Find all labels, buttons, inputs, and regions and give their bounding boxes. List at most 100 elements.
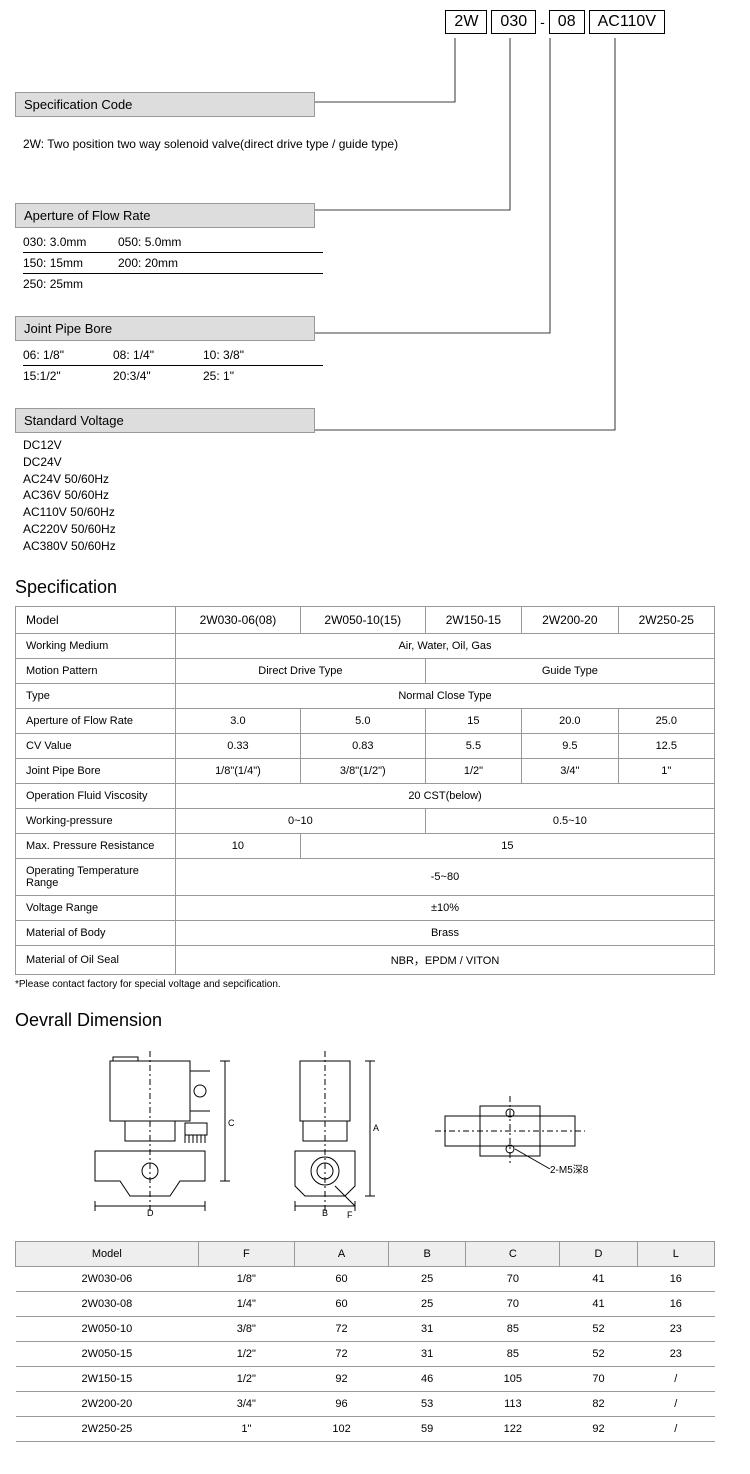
spec-row-label: Operating Temperature Range: [16, 858, 176, 895]
spec-row-label: Material of Body: [16, 920, 176, 945]
spec-cell: Normal Close Type: [176, 683, 715, 708]
dim-cell: 25: [389, 1266, 466, 1291]
dim-header-cell: Model: [16, 1241, 199, 1266]
dim-cell: 41: [560, 1291, 637, 1316]
spec-row-label: Operation Fluid Viscosity: [16, 783, 176, 808]
diagram-row: D C A B F: [55, 1051, 735, 1221]
dimension-heading: Oevrall Dimension: [15, 1010, 735, 1031]
dim-cell: 85: [466, 1341, 560, 1366]
voltage-item: DC24V: [23, 454, 727, 471]
spec-row-label: Voltage Range: [16, 895, 176, 920]
spec-cell: 0.33: [176, 733, 301, 758]
spec-cell: 5.0: [300, 708, 425, 733]
section-title: Standard Voltage: [15, 408, 315, 433]
dim-cell: /: [637, 1416, 714, 1441]
dim-cell: 72: [295, 1341, 389, 1366]
dim-cell: 105: [466, 1366, 560, 1391]
voltage-item: AC380V 50/60Hz: [23, 538, 727, 555]
code-part-3: 08: [549, 10, 585, 34]
dim-cell: 16: [637, 1291, 714, 1316]
dim-cell: 2W250-25: [16, 1416, 199, 1441]
svg-text:F: F: [347, 1210, 353, 1220]
dim-row: 2W250-251"1025912292/: [16, 1416, 715, 1441]
diagram-label: 2-M5深8: [550, 1164, 589, 1176]
section-title: Aperture of Flow Rate: [15, 203, 315, 228]
dim-cell: 16: [637, 1266, 714, 1291]
spec-row: Operation Fluid Viscosity20 CST(below): [16, 783, 715, 808]
dim-cell: 1/8": [198, 1266, 294, 1291]
spec-cell: NBR，EPDM / VITON: [176, 945, 715, 974]
spec-cell: Air, Water, Oil, Gas: [176, 633, 715, 658]
voltage-item: AC220V 50/60Hz: [23, 521, 727, 538]
dim-cell: 60: [295, 1291, 389, 1316]
spec-cell: Brass: [176, 920, 715, 945]
dim-cell: 25: [389, 1291, 466, 1316]
spec-row-label: Material of Oil Seal: [16, 945, 176, 974]
spec-row-label: Max. Pressure Resistance: [16, 833, 176, 858]
spec-cell: 20.0: [522, 708, 618, 733]
code-part-2: 030: [491, 10, 536, 34]
spec-row: Motion PatternDirect Drive TypeGuide Typ…: [16, 658, 715, 683]
dim-cell: 85: [466, 1316, 560, 1341]
section-aperture: Aperture of Flow Rate 030: 3.0mm050: 5.0…: [15, 203, 735, 298]
spec-row: Material of Oil SealNBR，EPDM / VITON: [16, 945, 715, 974]
spec-cell: 25.0: [618, 708, 714, 733]
spec-cell: 15: [300, 833, 714, 858]
spec-cell: 9.5: [522, 733, 618, 758]
dim-cell: 1": [198, 1416, 294, 1441]
svg-text:A: A: [373, 1123, 379, 1133]
dim-cell: 52: [560, 1316, 637, 1341]
section-title: Specification Code: [15, 92, 315, 117]
dim-cell: 41: [560, 1266, 637, 1291]
dimension-table: ModelFABCDL 2W030-061/8"60257041162W030-…: [15, 1241, 715, 1442]
dim-cell: 1/2": [198, 1341, 294, 1366]
section-joint: Joint Pipe Bore 06: 1/8"08: 1/4"10: 3/8"…: [15, 316, 735, 390]
dim-header-cell: L: [637, 1241, 714, 1266]
dim-cell: 2W200-20: [16, 1391, 199, 1416]
spec-cell: 5.5: [425, 733, 521, 758]
aperture-row: 150: 15mm200: 20mm: [23, 253, 727, 273]
dim-cell: 3/8": [198, 1316, 294, 1341]
spec-cell: 10: [176, 833, 301, 858]
dim-cell: 23: [637, 1316, 714, 1341]
spec-row-label: Aperture of Flow Rate: [16, 708, 176, 733]
dim-cell: 2W030-06: [16, 1266, 199, 1291]
spec-table: Model2W030-06(08)2W050-10(15)2W150-152W2…: [15, 606, 715, 975]
dim-cell: 52: [560, 1341, 637, 1366]
spec-cell: 1": [618, 758, 714, 783]
dim-row: 2W050-103/8"7231855223: [16, 1316, 715, 1341]
diagram-front: D C: [55, 1051, 235, 1221]
dim-cell: /: [637, 1391, 714, 1416]
spec-cell: 1/8"(1/4"): [176, 758, 301, 783]
spec-cell: -5~80: [176, 858, 715, 895]
spec-cell: 3/8"(1/2"): [300, 758, 425, 783]
spec-header-cell: 2W030-06(08): [176, 606, 301, 633]
dim-cell: 60: [295, 1266, 389, 1291]
spec-cell: 15: [425, 708, 521, 733]
spec-code-content: 2W: Two position two way solenoid valve(…: [15, 133, 735, 155]
voltage-item: AC36V 50/60Hz: [23, 487, 727, 504]
dim-cell: 59: [389, 1416, 466, 1441]
dim-row: 2W030-081/4"6025704116: [16, 1291, 715, 1316]
dim-cell: 53: [389, 1391, 466, 1416]
dim-cell: 31: [389, 1316, 466, 1341]
dim-row: 2W200-203/4"965311382/: [16, 1391, 715, 1416]
dim-cell: 102: [295, 1416, 389, 1441]
dim-cell: 1/2": [198, 1366, 294, 1391]
dim-cell: 122: [466, 1416, 560, 1441]
code-part-1: 2W: [445, 10, 487, 34]
spec-row: Working-pressure0~100.5~10: [16, 808, 715, 833]
spec-header-cell: Model: [16, 606, 176, 633]
spec-cell: 0~10: [176, 808, 426, 833]
voltage-item: DC12V: [23, 437, 727, 454]
spec-cell: ±10%: [176, 895, 715, 920]
spec-row: TypeNormal Close Type: [16, 683, 715, 708]
voltage-item: AC24V 50/60Hz: [23, 471, 727, 488]
dim-cell: 70: [466, 1266, 560, 1291]
spec-cell: Direct Drive Type: [176, 658, 426, 683]
dim-cell: 3/4": [198, 1391, 294, 1416]
spec-header-cell: 2W050-10(15): [300, 606, 425, 633]
spec-header-cell: 2W200-20: [522, 606, 618, 633]
dim-header-cell: A: [295, 1241, 389, 1266]
spec-cell: 3.0: [176, 708, 301, 733]
